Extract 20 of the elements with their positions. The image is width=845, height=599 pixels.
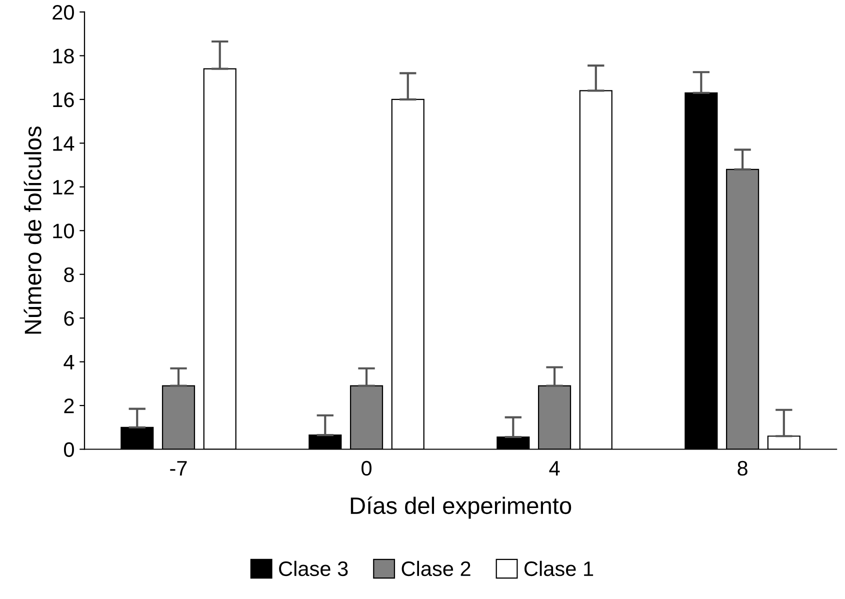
legend-label: Clase 1 bbox=[524, 560, 594, 576]
legend-label: Clase 2 bbox=[402, 560, 470, 576]
x-tick-label: 8 bbox=[738, 460, 748, 476]
y-tick-label: 14 bbox=[53, 136, 74, 151]
y-axis-title: Número de folículos bbox=[24, 126, 42, 334]
y-tick-label: 12 bbox=[53, 180, 74, 194]
y-tick-label: 0 bbox=[64, 442, 74, 458]
y-tick-label: 8 bbox=[64, 267, 74, 282]
y-tick-label: 10 bbox=[53, 224, 74, 238]
y-tick-label: 6 bbox=[64, 311, 74, 326]
x-tick-label: 4 bbox=[549, 461, 560, 476]
y-tick-label: 2 bbox=[64, 398, 74, 414]
y-tick-label: 20 bbox=[52, 4, 74, 20]
y-tick-label: 4 bbox=[64, 355, 74, 370]
x-tick-label: 0 bbox=[362, 460, 372, 476]
legend-label: Clase 3 bbox=[279, 560, 348, 576]
x-tick-label: -7 bbox=[170, 461, 187, 476]
y-tick-label: 16 bbox=[53, 92, 74, 108]
x-axis-title: Días del experimento bbox=[350, 496, 572, 519]
y-tick-label: 18 bbox=[53, 48, 74, 64]
